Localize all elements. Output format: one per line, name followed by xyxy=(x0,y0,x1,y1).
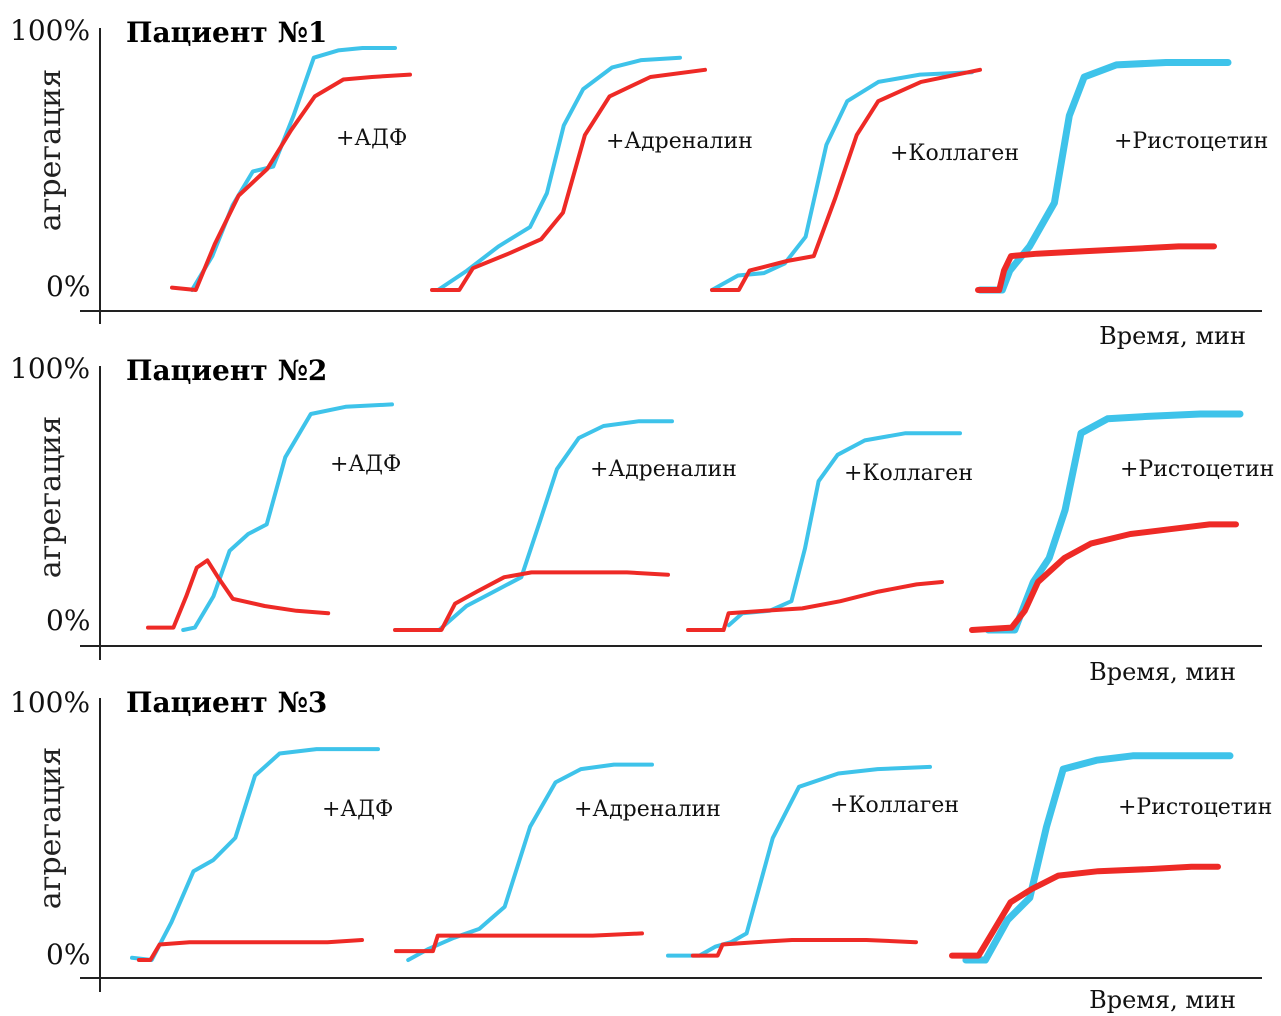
adp-normal-curve xyxy=(130,747,380,962)
ristocetin-normal-curve xyxy=(962,752,1234,964)
agent-label-adrenaline: +Адреналин xyxy=(606,129,753,154)
collagen-patient-curve xyxy=(690,938,918,958)
y-tick-0-label: 0% xyxy=(46,938,90,971)
agent-label-ristocetin: +Ристоцетин xyxy=(1120,457,1274,482)
agent-label-collagen: +Коллаген xyxy=(844,461,973,486)
adrenaline-patient-curve xyxy=(430,67,707,292)
agent-label-ristocetin: +Ристоцетин xyxy=(1118,795,1272,820)
agent-label-adp: +АДФ xyxy=(330,452,401,477)
adrenaline-normal-curve xyxy=(436,55,682,292)
curves xyxy=(130,747,1234,964)
collagen-patient-curve xyxy=(710,67,982,292)
collagen-normal-curve xyxy=(710,70,974,292)
agent-label-adrenaline: +Адреналин xyxy=(574,797,721,822)
patient-1-chart: 100% 0% агрегация Пациент №1 Время, мин … xyxy=(10,14,1268,350)
ristocetin-patient-curve xyxy=(949,863,1221,959)
adrenaline-normal-curve xyxy=(437,419,674,632)
agent-label-adp: +АДФ xyxy=(322,797,393,822)
patient-3-chart: 100% 0% агрегация Пациент №3 Время, мин … xyxy=(10,686,1272,1014)
y-axis-label: агрегация xyxy=(33,747,68,909)
agent-label-collagen: +Коллаген xyxy=(830,793,959,818)
agent-label-adp: +АДФ xyxy=(336,126,407,151)
x-axis-label: Время, мин xyxy=(1099,322,1246,350)
y-tick-100-label: 100% xyxy=(10,686,90,719)
ristocetin-normal-curve xyxy=(984,410,1244,634)
x-axis-label: Время, мин xyxy=(1089,658,1236,686)
adp-patient-curve xyxy=(146,558,331,630)
adrenaline-patient-curve xyxy=(393,570,670,632)
adp-normal-curve xyxy=(190,46,397,292)
collagen-patient-curve xyxy=(686,580,944,632)
adp-normal-curve xyxy=(181,402,394,632)
adrenaline-normal-curve xyxy=(406,762,654,962)
y-axis-label: агрегация xyxy=(33,416,68,578)
agent-label-ristocetin: +Ристоцетин xyxy=(1114,129,1268,154)
chart-title: Пациент №3 xyxy=(126,686,327,719)
adp-patient-curve xyxy=(170,72,412,292)
curves xyxy=(146,402,1244,634)
adp-patient-curve xyxy=(136,938,364,962)
ristocetin-normal-curve xyxy=(976,59,1232,294)
collagen-normal-curve xyxy=(666,764,932,958)
y-tick-100-label: 100% xyxy=(10,352,90,385)
y-tick-0-label: 0% xyxy=(46,604,90,637)
y-tick-100-label: 100% xyxy=(10,14,90,47)
curves xyxy=(170,46,1232,294)
agent-label-collagen: +Коллаген xyxy=(890,141,1019,166)
ristocetin-patient-curve xyxy=(975,243,1217,293)
adrenaline-patient-curve xyxy=(394,931,644,954)
chart-title: Пациент №2 xyxy=(126,354,327,387)
x-axis-label: Время, мин xyxy=(1089,986,1236,1014)
y-axis-label: агрегация xyxy=(33,69,68,231)
y-tick-0-label: 0% xyxy=(46,270,90,303)
agent-label-adrenaline: +Адреналин xyxy=(590,457,737,482)
ristocetin-patient-curve xyxy=(969,521,1239,633)
patient-2-chart: 100% 0% агрегация Пациент №2 Время, мин … xyxy=(10,352,1274,686)
chart-title: Пациент №1 xyxy=(126,16,327,49)
